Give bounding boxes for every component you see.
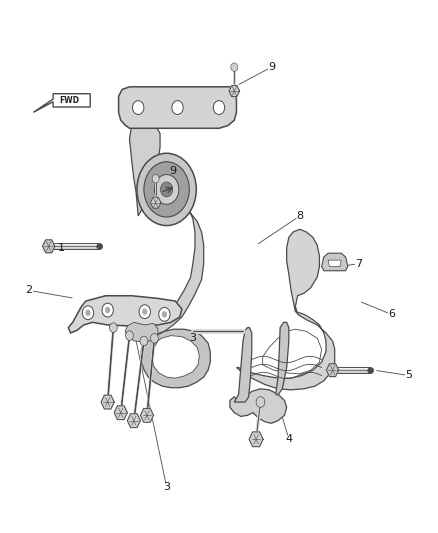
Circle shape [85, 310, 91, 316]
Circle shape [133, 101, 144, 115]
Polygon shape [263, 329, 321, 374]
Polygon shape [42, 240, 55, 253]
Polygon shape [249, 432, 263, 447]
Circle shape [144, 162, 189, 217]
Text: 9: 9 [268, 62, 275, 72]
Polygon shape [321, 253, 348, 271]
Polygon shape [125, 322, 158, 342]
Polygon shape [229, 85, 240, 96]
Circle shape [154, 174, 179, 204]
Polygon shape [230, 389, 287, 423]
Polygon shape [141, 408, 153, 422]
Circle shape [137, 154, 196, 225]
Polygon shape [326, 364, 339, 377]
Text: 9: 9 [170, 166, 177, 176]
Text: 5: 5 [406, 370, 413, 381]
Polygon shape [328, 260, 341, 266]
Polygon shape [234, 328, 252, 402]
Circle shape [142, 309, 148, 315]
Circle shape [140, 336, 148, 346]
Text: 2: 2 [25, 286, 33, 295]
Circle shape [139, 305, 150, 319]
Circle shape [152, 174, 159, 183]
Polygon shape [127, 414, 141, 427]
Polygon shape [33, 94, 90, 112]
Polygon shape [150, 197, 161, 208]
Polygon shape [237, 229, 335, 390]
Circle shape [172, 101, 183, 115]
Text: 8: 8 [296, 211, 304, 221]
Polygon shape [152, 336, 199, 378]
Circle shape [150, 334, 158, 343]
Circle shape [231, 63, 238, 71]
Text: FWD: FWD [60, 96, 80, 105]
Circle shape [213, 101, 225, 115]
Text: 1: 1 [58, 243, 65, 253]
Circle shape [162, 311, 167, 318]
Text: 3: 3 [163, 482, 170, 492]
Polygon shape [101, 395, 114, 409]
Polygon shape [68, 296, 182, 333]
Text: 4: 4 [285, 434, 293, 445]
Text: 6: 6 [388, 309, 395, 319]
Text: 7: 7 [355, 259, 362, 269]
Polygon shape [276, 322, 289, 395]
Circle shape [159, 308, 170, 321]
Polygon shape [114, 406, 127, 419]
Circle shape [102, 303, 113, 317]
Circle shape [82, 306, 94, 320]
Circle shape [160, 182, 173, 197]
Circle shape [110, 323, 117, 333]
Polygon shape [141, 329, 210, 387]
Circle shape [256, 397, 265, 407]
Text: 3: 3 [189, 333, 196, 343]
Polygon shape [119, 87, 237, 128]
Circle shape [126, 331, 134, 341]
Circle shape [105, 307, 110, 313]
Polygon shape [130, 120, 204, 335]
